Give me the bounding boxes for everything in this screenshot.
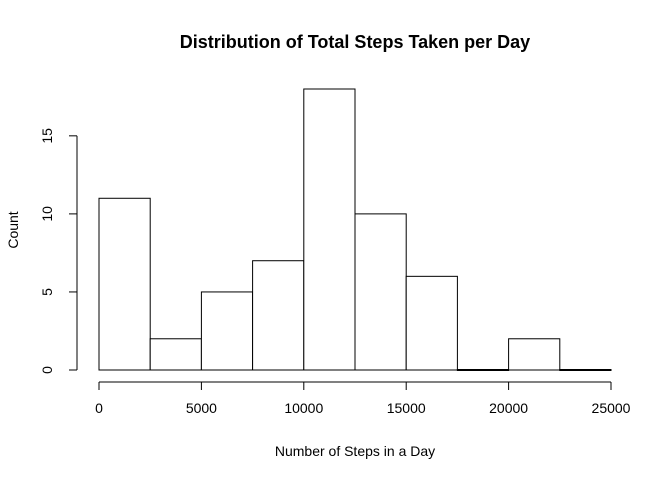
histogram-bar bbox=[200, 291, 254, 371]
x-tick-label: 10000 bbox=[284, 400, 323, 416]
histogram-bar bbox=[303, 88, 356, 371]
histogram-bar bbox=[508, 338, 561, 371]
y-tick-label: 10 bbox=[39, 206, 55, 222]
histogram-bar bbox=[149, 338, 202, 371]
x-tick-label: 15000 bbox=[387, 400, 426, 416]
chart-title: Distribution of Total Steps Taken per Da… bbox=[180, 32, 530, 52]
bars-group bbox=[98, 88, 612, 371]
y-tick-label: 0 bbox=[39, 366, 55, 374]
y-axis: 0 5 10 15 bbox=[39, 128, 78, 374]
x-axis: 0 5000 10000 15000 20000 25000 bbox=[95, 381, 631, 416]
histogram-bar bbox=[354, 213, 407, 371]
y-tick-label: 5 bbox=[39, 288, 55, 296]
x-axis-label: Number of Steps in a Day bbox=[275, 443, 435, 459]
x-tick-label: 20000 bbox=[489, 400, 528, 416]
histogram-bar bbox=[252, 260, 305, 371]
histogram-bar bbox=[559, 369, 612, 371]
x-tick-label: 25000 bbox=[592, 400, 631, 416]
histogram-bar bbox=[405, 275, 458, 371]
histogram-bar bbox=[456, 369, 510, 371]
y-axis-label: Count bbox=[5, 211, 21, 248]
x-tick-label: 5000 bbox=[186, 400, 217, 416]
y-tick-label: 15 bbox=[39, 128, 55, 144]
histogram-bar bbox=[98, 197, 151, 371]
x-tick-label: 0 bbox=[95, 400, 103, 416]
